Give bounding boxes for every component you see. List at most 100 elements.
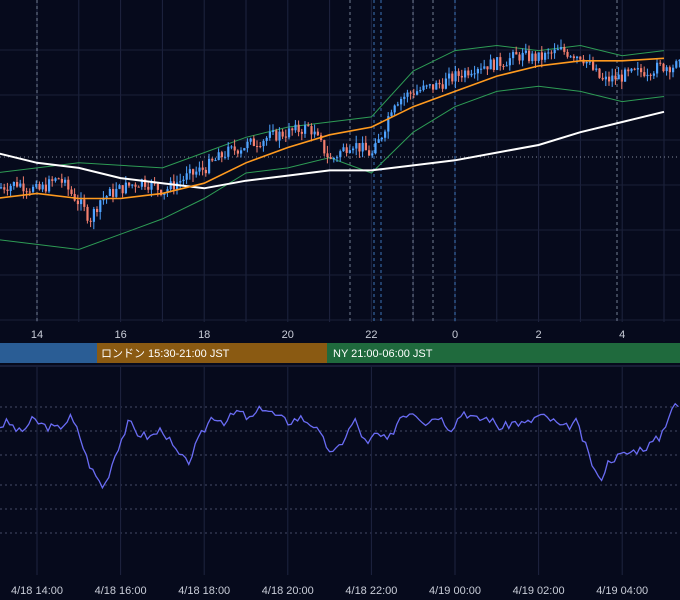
- candle-down: [358, 143, 361, 152]
- candle-up: [390, 112, 393, 117]
- candle-up: [9, 185, 12, 191]
- candle-down: [137, 186, 140, 188]
- candle-down: [614, 75, 617, 80]
- candle-up: [339, 151, 342, 158]
- candle-up: [630, 68, 633, 72]
- candle-down: [492, 59, 495, 70]
- candle-up: [198, 167, 201, 172]
- candle-down: [57, 178, 60, 180]
- candle-down: [460, 75, 463, 78]
- candle-down: [3, 187, 6, 190]
- candle-up: [352, 148, 355, 151]
- candle-up: [496, 57, 499, 70]
- price-x-tick-label: 4: [619, 329, 625, 341]
- candle-up: [419, 89, 422, 92]
- oscillator-x-tick-label: 4/18 22:00: [345, 585, 397, 597]
- price-x-tick-label: 2: [536, 329, 542, 341]
- candle-down: [275, 130, 278, 141]
- candle-down: [467, 70, 470, 76]
- candle-up: [646, 74, 649, 77]
- candle-up: [0, 187, 3, 189]
- candle-up: [108, 189, 111, 197]
- candle-down: [156, 183, 159, 190]
- candle-down: [668, 67, 671, 73]
- candle-up: [393, 105, 396, 113]
- candle-down: [499, 57, 502, 66]
- candle-up: [342, 147, 345, 152]
- candle-up: [332, 157, 335, 159]
- candle-up: [214, 160, 217, 162]
- candle-up: [268, 131, 271, 138]
- session-london-band: [97, 343, 327, 363]
- candle-up: [406, 92, 409, 97]
- candle-up: [448, 73, 451, 79]
- candle-up: [585, 61, 588, 64]
- candle-down: [256, 145, 259, 147]
- candle-up: [131, 184, 134, 186]
- candle-up: [12, 181, 15, 186]
- candle-up: [425, 85, 428, 87]
- candle-up: [195, 171, 198, 175]
- candle-up: [99, 200, 102, 213]
- candle-down: [89, 220, 92, 222]
- candle-down: [70, 189, 73, 194]
- candle-up: [361, 142, 364, 152]
- candle-down: [579, 56, 582, 60]
- candle-up: [380, 137, 383, 140]
- candle-down: [502, 65, 505, 67]
- candle-up: [476, 69, 479, 74]
- candle-down: [28, 191, 31, 193]
- candle-up: [169, 181, 172, 190]
- candle-down: [291, 128, 294, 131]
- candle-up: [166, 189, 169, 193]
- candle-up: [569, 56, 572, 58]
- candle-up: [672, 67, 675, 73]
- price-x-tick-label: 14: [31, 329, 43, 341]
- candle-down: [236, 150, 239, 154]
- oscillator-x-tick-label: 4/19 04:00: [596, 585, 648, 597]
- candle-up: [544, 52, 547, 60]
- candle-up: [348, 150, 351, 153]
- candle-up: [537, 52, 540, 61]
- candle-up: [92, 208, 95, 222]
- candle-down: [432, 84, 435, 90]
- candle-up: [246, 141, 249, 149]
- candle-up: [435, 82, 438, 90]
- candle-down: [44, 184, 47, 192]
- candle-up: [422, 85, 425, 90]
- candle-down: [83, 199, 86, 207]
- candle-up: [278, 131, 281, 141]
- candle-up: [377, 139, 380, 143]
- oscillator-x-tick-label: 4/18 18:00: [178, 585, 230, 597]
- candle-down: [592, 61, 595, 70]
- candle-up: [304, 125, 307, 134]
- candle-down: [300, 131, 303, 134]
- candle-down: [572, 56, 575, 59]
- candle-down: [220, 152, 223, 158]
- candle-down: [534, 53, 537, 61]
- candle-up: [227, 146, 230, 157]
- candle-up: [470, 73, 473, 76]
- candle-up: [294, 124, 297, 131]
- candle-down: [297, 124, 300, 132]
- candle-up: [595, 68, 598, 70]
- candle-up: [454, 71, 457, 82]
- candle-up: [576, 56, 579, 59]
- candle-up: [140, 179, 143, 187]
- candle-down: [633, 68, 636, 70]
- candle-up: [416, 91, 419, 95]
- candle-down: [51, 179, 54, 181]
- candle-down: [310, 126, 313, 135]
- candle-up: [182, 179, 185, 182]
- candle-down: [252, 138, 255, 146]
- oscillator-panel: 4/18 14:00 4/18 16:00 4/18 18:00 4/18 20:00…: [0, 365, 680, 597]
- candle-up: [265, 137, 268, 141]
- price-x-tick-label: 20: [282, 329, 294, 341]
- candle-down: [307, 125, 310, 127]
- candle-up: [480, 68, 483, 70]
- candle-down: [438, 82, 441, 85]
- candle-up: [336, 157, 339, 159]
- candle-down: [528, 50, 531, 62]
- candle-up: [208, 158, 211, 174]
